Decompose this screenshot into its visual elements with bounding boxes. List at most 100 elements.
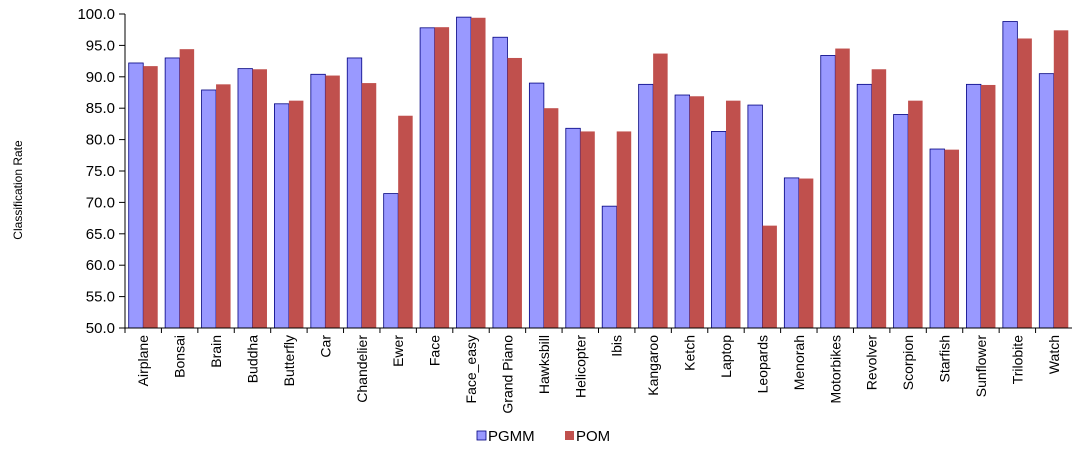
bar-pgmm-scorpion xyxy=(893,114,909,329)
x-axis-labels: Airplane Bonsai Brain Buddha Butterfly Car Cha… xyxy=(135,335,1062,414)
bar-pgmm-ibis xyxy=(601,205,618,329)
legend-swatch-pgmm xyxy=(476,430,487,441)
x-tick-label: Ketch xyxy=(682,335,698,371)
x-tick-label: Face_easy xyxy=(463,335,479,403)
bar-pom-sunflower xyxy=(980,84,996,329)
bar-pom-chandelier xyxy=(361,83,377,328)
bar-pgmm-sunflower xyxy=(966,83,982,329)
x-tick-label: Chandelier xyxy=(354,335,370,403)
bars xyxy=(124,16,1069,333)
bar-pom-menorah xyxy=(798,178,814,328)
y-tick-label: 85.0 xyxy=(86,100,115,117)
bar-pgmm-starfish xyxy=(929,148,945,329)
y-tick-label: 80.0 xyxy=(86,132,115,149)
bar-pgmm-helicopter xyxy=(565,127,581,329)
bar-pom-watch xyxy=(1053,30,1069,328)
y-tick-label: 50.0 xyxy=(86,320,115,337)
x-tick-label: Brain xyxy=(208,335,224,368)
bar-pom-laptop xyxy=(725,100,741,328)
axes xyxy=(124,14,1072,329)
bar-pom-ewer xyxy=(398,115,413,329)
y-tick-label: 100.0 xyxy=(77,6,115,23)
bar-pom-helicopter xyxy=(580,131,595,328)
bar-pom-face xyxy=(434,27,450,329)
y-tick-label: 65.0 xyxy=(86,226,115,243)
bar-pgmm-grand-piano xyxy=(492,36,508,329)
y-tick-label: 95.0 xyxy=(86,37,115,54)
x-tick-label: Car xyxy=(317,335,333,358)
y-tick-label: 75.0 xyxy=(86,163,115,180)
bar-pgmm-trilobite xyxy=(1002,21,1018,329)
bar-pgmm-buddha xyxy=(237,68,253,329)
bar-pgmm-laptop xyxy=(711,131,727,329)
x-tick-label: Airplane xyxy=(135,335,151,387)
bar-pom-kangaroo xyxy=(653,53,668,329)
bar-pgmm-chandelier xyxy=(346,57,363,329)
x-tick-label: Trilobite xyxy=(1009,335,1025,384)
bar-pgmm-ketch xyxy=(674,94,690,329)
bar-pom-brain xyxy=(216,84,231,328)
bar-pgmm-airplane xyxy=(128,62,144,329)
x-tick-label: Ibis xyxy=(609,335,625,357)
legend-label-pgmm: PGMM xyxy=(488,428,535,445)
bar-pom-motorbikes xyxy=(835,48,850,328)
bar-pom-scorpion xyxy=(908,100,923,328)
bar-pgmm-watch xyxy=(1038,73,1055,329)
bar-pom-leopards xyxy=(762,225,777,328)
bar-pgmm-hawksbill xyxy=(528,82,545,329)
x-tick-label: Hawksbill xyxy=(536,335,552,394)
bar-pom-hawksbill xyxy=(543,108,559,328)
x-tick-label: Helicopter xyxy=(572,335,588,398)
x-tick-label: Face xyxy=(427,335,443,366)
y-tick-label: 55.0 xyxy=(86,289,115,306)
y-axis-ticks: 50.0 55.0 60.0 65.0 70.0 75.0 80.0 85.0 90.0 95.0… xyxy=(77,6,125,337)
bar-pgmm-ewer xyxy=(383,193,399,329)
bar-pom-starfish xyxy=(944,149,960,328)
x-tick-label: Leopards xyxy=(754,335,770,393)
x-tick-label: Watch xyxy=(1046,335,1062,374)
legend: PGMM POM xyxy=(476,428,610,445)
bar-pom-ibis xyxy=(616,131,632,328)
x-tick-label: Scorpion xyxy=(900,335,916,390)
legend-swatch-pom xyxy=(565,431,574,440)
bar-pgmm-revolver xyxy=(856,83,873,329)
x-tick-label: Buddha xyxy=(244,335,260,383)
bar-pom-car xyxy=(325,75,340,328)
bar-pom-grand-piano xyxy=(507,57,522,329)
bar-pom-buddha xyxy=(252,69,267,328)
bar-pgmm-car xyxy=(310,73,326,329)
x-tick-label: Grand Piano xyxy=(499,335,515,414)
legend-label-pom: POM xyxy=(576,428,610,445)
bar-pgmm-leopards xyxy=(747,104,763,329)
bar-pom-airplane xyxy=(143,66,158,329)
y-tick-label: 70.0 xyxy=(86,194,115,211)
bar-pom-butterfly xyxy=(288,100,304,328)
y-tick-label: 60.0 xyxy=(86,257,115,274)
x-tick-label: Starfish xyxy=(937,335,953,382)
bar-pgmm-menorah xyxy=(783,177,800,329)
x-tick-label: Laptop xyxy=(718,335,734,378)
bar-pom-ketch xyxy=(689,96,705,328)
x-tick-label: Kangaroo xyxy=(645,335,661,396)
x-tick-label: Revolver xyxy=(864,335,880,391)
bar-pgmm-motorbikes xyxy=(820,55,836,329)
bar-pom-face-easy xyxy=(471,17,486,328)
bar-pgmm-brain xyxy=(201,89,217,329)
bar-pgmm-butterfly xyxy=(274,103,290,329)
bar-pom-trilobite xyxy=(1017,38,1032,328)
x-tick-label: Sunflower xyxy=(973,335,989,398)
x-tick-label: Motorbikes xyxy=(827,335,843,403)
x-tick-label: Bonsai xyxy=(172,335,188,378)
x-tick-label: Menorah xyxy=(791,335,807,390)
bar-pgmm-kangaroo xyxy=(638,83,654,329)
y-tick-label: 90.0 xyxy=(86,69,115,86)
bar-pgmm-face-easy xyxy=(456,16,472,329)
x-tick-label: Ewer xyxy=(390,335,406,367)
x-tick-label: Butterfly xyxy=(281,335,297,386)
bar-pgmm-bonsai xyxy=(164,57,181,329)
bar-pom-bonsai xyxy=(179,49,195,328)
bar-pom-revolver xyxy=(871,69,887,328)
bar-pgmm-face xyxy=(419,27,435,329)
y-axis-title: Classification Rate xyxy=(11,140,25,240)
